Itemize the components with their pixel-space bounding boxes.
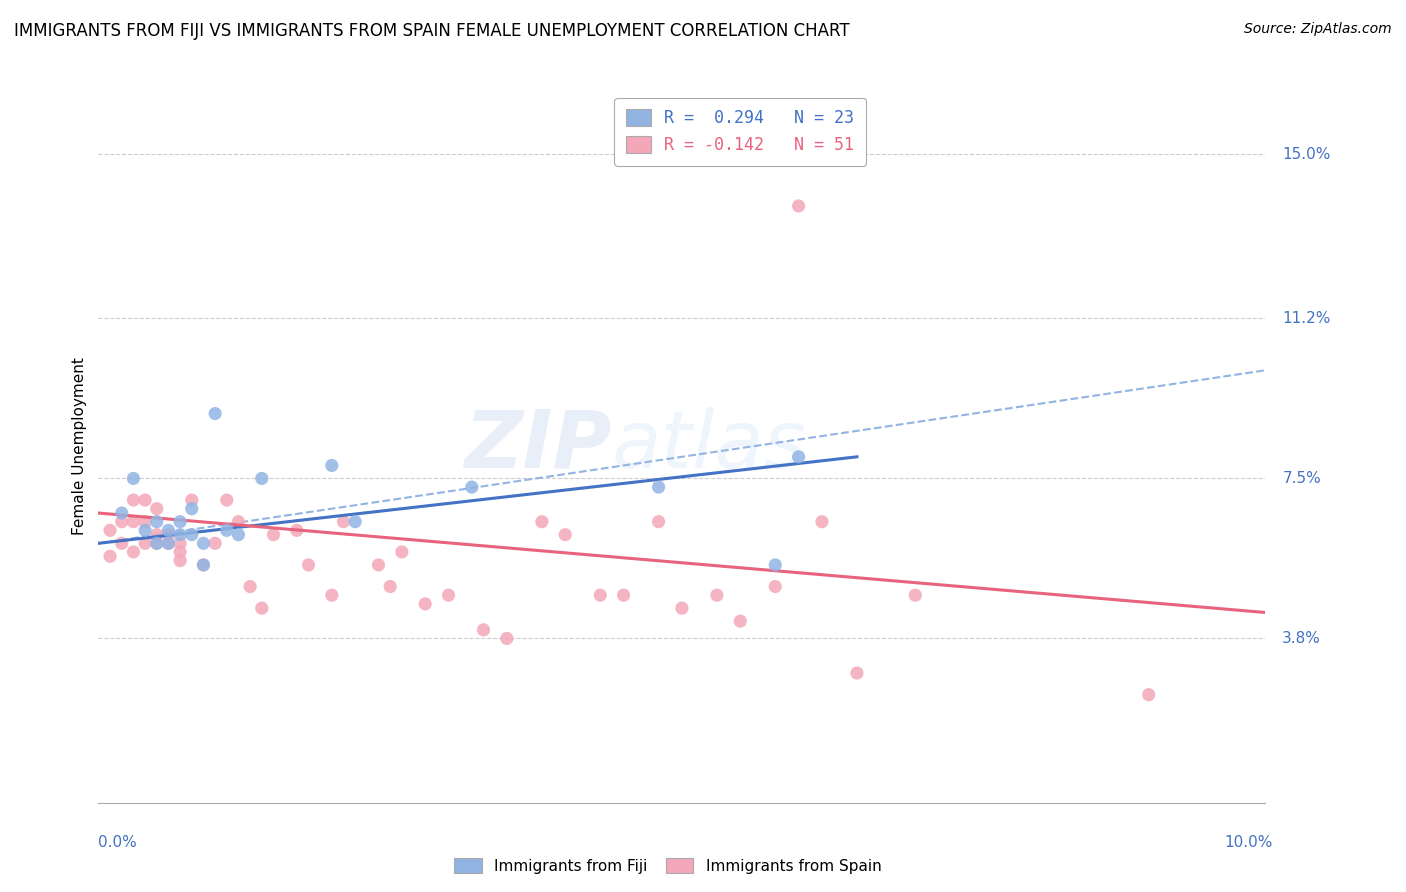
Point [811, 515, 834, 529]
Point [169, 536, 191, 550]
Point [589, 588, 612, 602]
Point [169, 553, 191, 567]
Point [157, 536, 180, 550]
Point [134, 493, 156, 508]
Point [193, 536, 215, 550]
Point [344, 515, 367, 529]
Point [215, 524, 238, 538]
Point [111, 536, 134, 550]
Point [146, 536, 169, 550]
Point [146, 527, 169, 541]
Point [437, 588, 460, 602]
Point [706, 588, 728, 602]
Point [134, 536, 156, 550]
Point [215, 493, 238, 508]
Text: 10.0%: 10.0% [1225, 836, 1272, 850]
Point [250, 601, 273, 615]
Text: 3.8%: 3.8% [1282, 631, 1322, 646]
Point [146, 515, 169, 529]
Point [228, 515, 250, 529]
Point [763, 558, 786, 572]
Point [204, 536, 226, 550]
Y-axis label: Female Unemployment: Female Unemployment [72, 357, 87, 535]
Point [904, 588, 927, 602]
Point [321, 458, 343, 473]
Text: 15.0%: 15.0% [1282, 146, 1330, 161]
Point [228, 527, 250, 541]
Point [285, 524, 308, 538]
Text: IMMIGRANTS FROM FIJI VS IMMIGRANTS FROM SPAIN FEMALE UNEMPLOYMENT CORRELATION CH: IMMIGRANTS FROM FIJI VS IMMIGRANTS FROM … [14, 22, 849, 40]
Point [134, 524, 156, 538]
Point [98, 549, 121, 564]
Point [204, 407, 226, 421]
Point [647, 515, 669, 529]
Point [845, 666, 868, 681]
Point [367, 558, 389, 572]
Point [321, 588, 343, 602]
Point [122, 493, 145, 508]
Point [728, 614, 751, 628]
Point [180, 493, 202, 508]
Point [169, 515, 191, 529]
Point [297, 558, 319, 572]
Point [122, 515, 145, 529]
Text: atlas: atlas [612, 407, 807, 485]
Point [250, 471, 273, 485]
Point [530, 515, 553, 529]
Point [146, 536, 169, 550]
Point [157, 536, 180, 550]
Text: Source: ZipAtlas.com: Source: ZipAtlas.com [1244, 22, 1392, 37]
Point [787, 199, 810, 213]
Point [763, 580, 786, 594]
Point [111, 515, 134, 529]
Point [157, 527, 180, 541]
Point [98, 524, 121, 538]
Text: 0.0%: 0.0% [98, 836, 138, 850]
Point [111, 506, 134, 520]
Point [193, 558, 215, 572]
Point [391, 545, 413, 559]
Point [134, 515, 156, 529]
Point [122, 545, 145, 559]
Point [612, 588, 634, 602]
Point [262, 527, 284, 541]
Point [413, 597, 436, 611]
Point [495, 632, 517, 646]
Point [671, 601, 693, 615]
Point [332, 515, 354, 529]
Point [169, 527, 191, 541]
Text: 7.5%: 7.5% [1282, 471, 1322, 486]
Legend: Immigrants from Fiji, Immigrants from Spain: Immigrants from Fiji, Immigrants from Sp… [449, 852, 887, 880]
Point [1137, 688, 1160, 702]
Point [378, 580, 402, 594]
Point [180, 527, 202, 541]
Point [461, 480, 484, 494]
Point [180, 501, 202, 516]
Legend: R =  0.294   N = 23, R = -0.142   N = 51: R = 0.294 N = 23, R = -0.142 N = 51 [614, 97, 866, 166]
Point [647, 480, 669, 494]
Text: 11.2%: 11.2% [1282, 311, 1330, 326]
Point [146, 501, 169, 516]
Point [787, 450, 810, 464]
Point [239, 580, 262, 594]
Point [193, 558, 215, 572]
Point [157, 524, 180, 538]
Point [122, 471, 145, 485]
Text: ZIP: ZIP [464, 407, 612, 485]
Point [554, 527, 576, 541]
Point [472, 623, 495, 637]
Point [169, 545, 191, 559]
